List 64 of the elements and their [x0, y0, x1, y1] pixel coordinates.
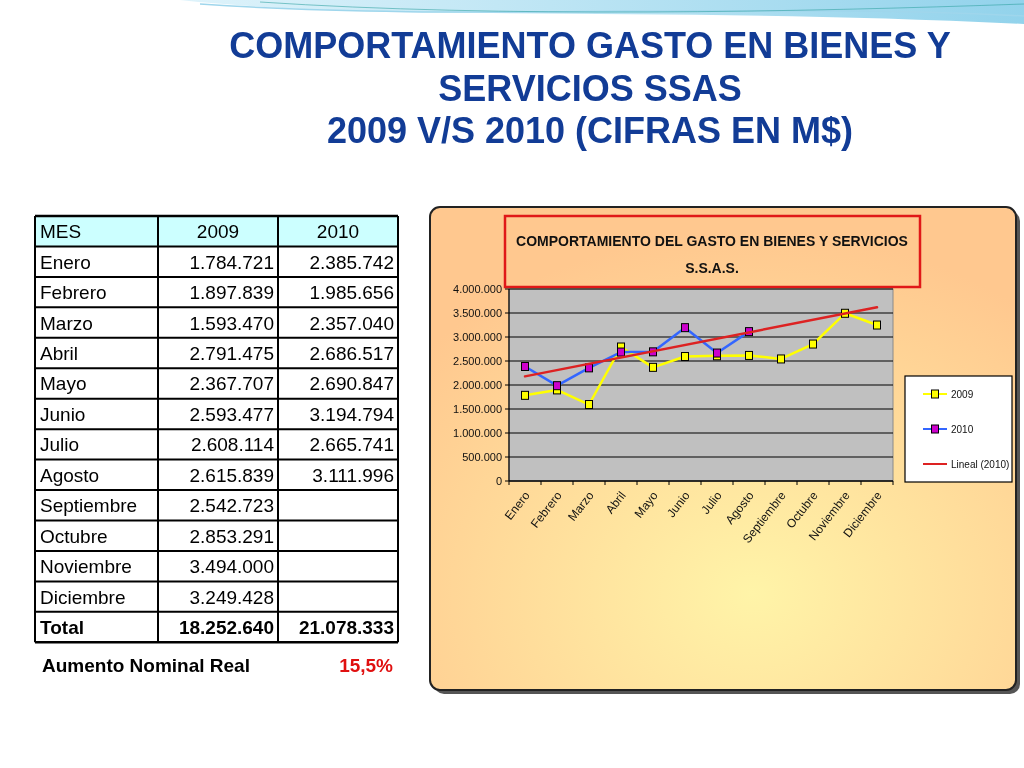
text: 2.367.707 — [189, 373, 274, 395]
y-tick-label: 1.500.000 — [453, 403, 502, 415]
text: 3.494.000 — [189, 556, 274, 578]
point — [809, 339, 817, 349]
point — [521, 361, 529, 371]
y-tick-label: 2.000.000 — [453, 379, 502, 391]
text: 1.593.470 — [189, 312, 274, 334]
text: 1.897.839 — [189, 282, 274, 304]
y-tick-label: 1.000.000 — [453, 427, 502, 439]
text: 2.615.839 — [189, 464, 274, 486]
legend-label: Lineal (2010) — [951, 459, 1010, 470]
point — [681, 352, 689, 362]
category-label: Julio — [40, 434, 80, 456]
text: 2.791.475 — [189, 343, 274, 365]
text: 15,5% — [339, 655, 394, 677]
text: COMPORTAMIENTO GASTO EN BIENES Y SERVICIOS SSAS 2009 V/S 2010 (CIFRAS EN M$) — [229, 25, 951, 151]
y-tick-label: 4.000.000 — [453, 283, 502, 295]
text: 21.078.333 — [298, 617, 394, 639]
category-label: Agosto — [40, 464, 100, 486]
y-tick-label: 3.000.000 — [453, 331, 502, 343]
category-label: Junio — [40, 403, 86, 425]
text: 1.985.656 — [309, 282, 394, 304]
point — [649, 362, 657, 372]
text: MES — [40, 221, 82, 243]
text: 3.111.996 — [312, 464, 394, 486]
category-label: 2009 — [196, 221, 240, 243]
point — [745, 350, 753, 360]
y-tick-label: 0 — [495, 475, 502, 487]
point — [681, 323, 689, 333]
category-label: Diciembre — [40, 586, 126, 608]
text: 3.249.428 — [189, 586, 274, 608]
text: 2.608.114 — [190, 434, 274, 456]
y-tick-label: 2.500.000 — [453, 355, 502, 367]
text: 2.665.741 — [309, 434, 394, 456]
category-label: Abril — [40, 343, 79, 365]
point — [521, 390, 529, 400]
text: 18.252.640 — [178, 617, 274, 639]
text: 2.686.517 — [309, 343, 394, 365]
category-label: Marzo — [40, 312, 93, 334]
text: 2.853.291 — [189, 525, 274, 547]
category-label: 2010 — [316, 221, 360, 243]
category-label: Enero — [40, 251, 91, 273]
text: 2.542.723 — [189, 495, 274, 517]
category-label: Noviembre — [40, 556, 132, 578]
point — [873, 320, 881, 330]
category-label: Mayo — [40, 373, 87, 395]
text: 3.194.794 — [309, 403, 394, 425]
category-label: Febrero — [40, 282, 107, 304]
point — [553, 381, 561, 391]
category-label: Total — [40, 617, 84, 639]
y-tick-label: 500.000 — [462, 451, 502, 463]
text: Aumento Nominal Real — [42, 655, 250, 677]
text: 2.593.477 — [189, 403, 274, 425]
point — [777, 354, 785, 364]
text: 2.357.040 — [309, 312, 394, 334]
text: 2.385.742 — [309, 251, 394, 273]
y-tick-label: 3.500.000 — [453, 307, 502, 319]
text: 1.784.721 — [189, 251, 274, 273]
point — [617, 347, 625, 357]
legend-label: 2010 — [951, 424, 974, 435]
point — [585, 400, 593, 410]
text: 2.690.847 — [309, 373, 394, 395]
legend-label: 2009 — [951, 389, 974, 400]
chart-title: COMPORTAMIENTO DEL GASTO EN BIENES Y SERVICIOS S.S.A.S. — [516, 233, 908, 276]
